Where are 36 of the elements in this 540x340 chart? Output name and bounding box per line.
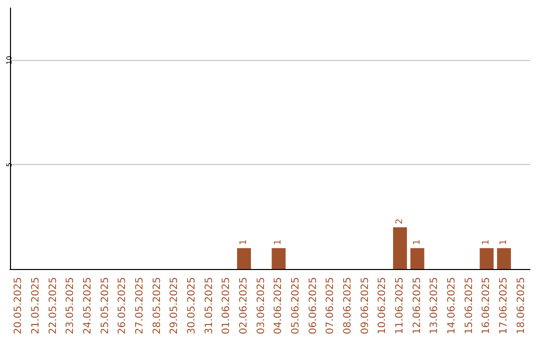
x-tick-label: 28.05.2025	[152, 277, 163, 334]
x-tick-label: 12.06.2025	[412, 277, 423, 334]
x-tick-label: 05.06.2025	[290, 277, 302, 334]
x-tick-label: 10.06.2025	[377, 277, 388, 334]
data-label: 2	[395, 218, 405, 224]
x-tick-label: 08.06.2025	[342, 277, 354, 334]
x-tick-label: 02.06.2025	[238, 277, 250, 334]
x-tick-label: 26.05.2025	[117, 277, 128, 334]
x-tick-label: 23.05.2025	[65, 277, 76, 334]
x-tick-label: 18.06.2025	[516, 277, 527, 334]
x-tick-label: 06.06.2025	[308, 277, 319, 334]
x-tick-label: 30.05.2025	[186, 277, 198, 334]
x-tick-label: 09.06.2025	[360, 277, 371, 334]
data-label: 1	[412, 239, 422, 246]
x-tick-label: 13.06.2025	[429, 277, 440, 334]
x-tick-label: 31.05.2025	[204, 277, 215, 334]
x-tick-label: 11.06.2025	[394, 277, 406, 334]
x-tick-label: 17.06.2025	[498, 277, 510, 334]
data-label: 1	[499, 239, 509, 246]
x-tick-label: 14.06.2025	[446, 277, 458, 334]
x-tick-label: 29.05.2025	[169, 277, 180, 334]
x-tick-label: 21.05.2025	[30, 277, 42, 334]
x-tick-label: 22.05.2025	[48, 277, 59, 334]
data-label: 1	[274, 239, 284, 246]
x-tick-label: 01.06.2025	[221, 277, 232, 334]
x-tick-label: 27.05.2025	[134, 277, 146, 334]
x-tick-label: 15.06.2025	[464, 277, 475, 334]
data-label: 1	[482, 239, 492, 246]
x-tick-label: 04.06.2025	[273, 277, 284, 334]
x-tick-label: 24.05.2025	[82, 277, 94, 334]
x-tick-label: 16.06.2025	[481, 277, 492, 334]
x-tick-label: 07.06.2025	[325, 277, 336, 334]
x-tick-label: 20.05.2025	[13, 277, 24, 334]
x-tick-label: 25.05.2025	[100, 277, 111, 334]
data-label: 1	[239, 239, 249, 246]
x-tick-label: 03.06.2025	[256, 277, 267, 334]
